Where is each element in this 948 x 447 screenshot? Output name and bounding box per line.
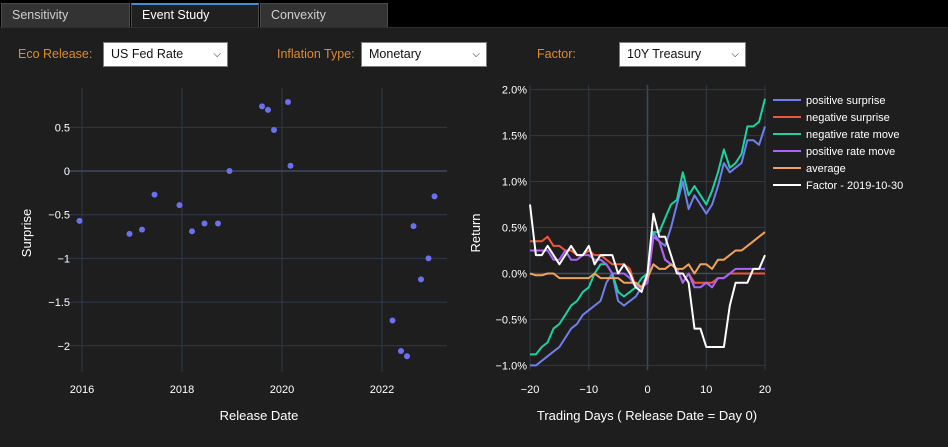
line-y-tick-label: 1.5% [502,131,527,143]
scatter-point[interactable] [151,191,158,198]
scatter-point[interactable] [189,228,195,235]
line-ticks: −20 −10 0 10 20 2.0% 1.5% 1.0% 0.5% 0.0% −0.5% −1.0… [496,85,772,396]
chevron-down-icon: ⌵ [213,49,221,60]
inflation-type-select[interactable]: Monetary ⌵ [361,42,487,67]
scatter-point[interactable] [285,98,291,105]
scatter-x-tick-label: 2020 [270,384,294,396]
scatter-x-tick-label: 2018 [170,384,194,396]
scatter-point[interactable] [425,255,432,262]
line-x-tick-label: 0 [644,384,650,396]
scatter-point[interactable] [418,276,424,283]
scatter-point[interactable] [265,106,271,113]
line-y-tick-label: 0.5% [502,223,527,235]
legend-item[interactable]: negative rate move [806,129,900,141]
line-legend: positive surprise negative surprise negati… [773,95,903,192]
factor-select[interactable]: 10Y Treasury ⌵ [619,42,746,67]
line-x-axis-label: Trading Days ( Release Date = Day 0) [537,408,757,423]
scatter-point[interactable] [287,162,294,169]
scatter-point[interactable] [404,353,410,360]
line-x-tick-label: −10 [579,384,598,396]
scatter-y-tick-label: −1 [57,253,70,265]
legend-item[interactable]: positive surprise [806,95,885,107]
line-y-tick-label: −1.0% [496,360,528,372]
scatter-grid [67,88,447,372]
tab-bar: Sensitivity Event Study Convexity [0,0,948,28]
series-line-factor-2019-10-30[interactable] [529,204,766,348]
inflation-type-label: Inflation Type: [277,47,355,61]
scatter-point[interactable] [126,230,133,237]
factor-label: Factor: [537,47,576,61]
event-study-panel [0,28,948,447]
scatter-point[interactable] [139,226,145,233]
scatter-point[interactable] [259,103,265,110]
scatter-point[interactable] [176,202,183,209]
legend-item[interactable]: Factor - 2019-10-30 [806,180,903,192]
scatter-points [76,98,438,360]
legend-item[interactable]: average [806,163,846,175]
line-x-tick-label: 20 [759,384,771,396]
legend-item[interactable]: positive rate move [806,146,895,158]
scatter-y-tick-label: −2 [57,341,70,353]
line-series [529,98,766,367]
line-y-tick-label: 1.0% [502,177,527,189]
series-line-average[interactable] [529,231,766,289]
scatter-x-tick-label: 2022 [370,384,394,396]
eco-release-value: US Fed Rate [111,47,184,61]
factor-value: 10Y Treasury [627,47,702,61]
scatter-point[interactable] [201,220,208,227]
tab-sensitivity[interactable]: Sensitivity [1,3,130,27]
scatter-x-axis-label: Release Date [220,408,299,423]
scatter-y-tick-label: −0.5 [48,210,70,222]
tab-convexity[interactable]: Convexity [260,3,388,27]
series-line-positive-rate-move[interactable] [530,235,765,289]
line-y-tick-label: −0.5% [496,314,528,326]
legend-item[interactable]: negative surprise [806,112,890,124]
line-y-tick-label: 0.0% [502,268,527,280]
tab-event-study[interactable]: Event Study [131,3,259,27]
line-x-tick-label: −20 [521,384,540,396]
scatter-y-tick-label: −1.5 [48,297,70,309]
scatter-y-tick-label: 0 [64,166,70,178]
eco-release-select[interactable]: US Fed Rate ⌵ [103,42,228,67]
line-y-axis-label: Return [468,213,483,252]
line-x-tick-label: 10 [700,384,712,396]
scatter-point[interactable] [431,193,438,200]
scatter-point[interactable] [226,168,233,175]
scatter-point[interactable] [76,217,83,224]
line-y-tick-label: 2.0% [502,85,527,97]
scatter-point[interactable] [215,220,221,227]
scatter-point[interactable] [271,126,277,133]
scatter-point[interactable] [389,317,396,324]
scatter-point[interactable] [410,223,417,230]
chevron-down-icon: ⌵ [731,49,739,60]
line-grid [529,85,766,370]
eco-release-label: Eco Release: [18,47,93,61]
scatter-point[interactable] [398,348,404,355]
scatter-x-tick-label: 2016 [70,384,94,396]
chevron-down-icon: ⌵ [472,49,480,60]
scatter-y-axis-label: Surprise [19,209,34,257]
scatter-ticks: 2016 2018 2020 2022 0.5 0 −0.5 −1 −1.5 −2 [48,122,394,396]
inflation-type-value: Monetary [369,47,422,61]
scatter-y-tick-label: 0.5 [55,122,70,134]
